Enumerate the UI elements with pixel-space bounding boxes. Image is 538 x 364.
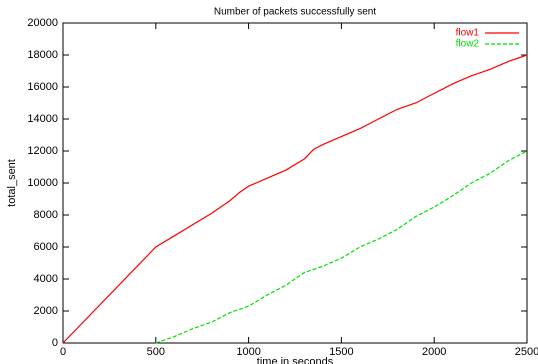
y-tick-label: 12000	[27, 145, 58, 157]
y-tick-label: 4000	[34, 273, 58, 285]
legend-label: flow2	[456, 39, 480, 50]
y-tick-label: 20000	[27, 17, 58, 29]
y-tick-label: 14000	[27, 113, 58, 125]
x-tick-label: 1500	[329, 346, 353, 358]
x-tick-label: 2500	[515, 346, 538, 358]
chart-title: Number of packets successfully sent	[214, 7, 377, 18]
x-axis-label: time in seconds	[257, 356, 334, 364]
legend-label: flow1	[456, 28, 480, 39]
y-tick-label: 2000	[34, 305, 58, 317]
plot-frame	[62, 22, 528, 344]
x-tick-label: 500	[147, 346, 165, 358]
y-tick-label: 0	[52, 337, 58, 349]
y-tick-label: 16000	[27, 81, 58, 93]
y-tick-label: 18000	[27, 49, 58, 61]
data-line	[155, 150, 528, 344]
x-tick-label: 2000	[422, 346, 446, 358]
y-tick-label: 10000	[27, 177, 58, 189]
data-line	[62, 54, 528, 344]
x-tick-label: 1000	[236, 346, 260, 358]
y-axis-label: total_sent	[6, 159, 18, 207]
y-tick-label: 6000	[34, 241, 58, 253]
x-tick-label: 0	[60, 346, 66, 358]
y-tick-label: 8000	[34, 209, 58, 221]
